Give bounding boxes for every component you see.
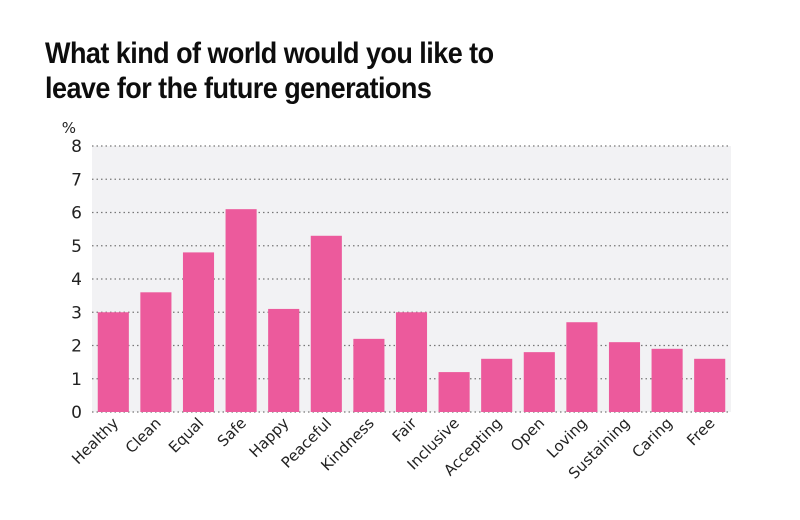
y-tick-label: 3 [71,303,82,323]
y-tick-label: 5 [71,237,82,257]
chart-title: What kind of world would you like to lea… [45,36,603,106]
bar-open [523,352,555,412]
y-tick-label: 6 [71,204,82,224]
x-axis-labels: Healthy Clean Equal SafeHappyPeacefulKindne… [68,414,718,483]
y-tick-label: 2 [71,337,82,357]
bar-peaceful [310,235,342,412]
chart-title-line-1: What kind of world would you like to [45,37,494,70]
x-tick-label: Clean [122,414,165,457]
bar-caring [651,348,683,412]
bar-clean [140,292,172,412]
y-tick-label: 7 [71,170,82,190]
y-axis-ticks: 0 1 2 3 4 5 6 7 8 [71,137,82,423]
y-tick-label: 0 [71,403,82,423]
y-tick-label: 1 [71,370,82,390]
bar-fair [395,312,428,412]
bars [97,209,726,412]
y-tick-label: 4 [71,270,82,290]
bar-kindness [353,338,385,412]
x-tick-label: Safe [214,414,250,450]
x-tick-label: Equal [165,414,207,456]
x-tick-label: Fair [389,414,421,446]
bar-happy [268,308,300,412]
bar-free [694,358,726,412]
bar-loving [566,322,598,412]
x-tick-label: Caring [629,414,676,461]
bar-inclusive [438,372,470,412]
chart-title-line-2: leave for the future generations [45,72,432,105]
bar-accepting [481,358,513,412]
x-tick-label: Free [683,414,718,449]
bar-equal [182,252,215,412]
bar-safe [225,209,257,412]
bar-sustaining [608,342,641,412]
bar-healthy [97,312,129,412]
y-tick-label: 8 [71,137,82,157]
y-axis-unit-label: % [62,119,76,137]
